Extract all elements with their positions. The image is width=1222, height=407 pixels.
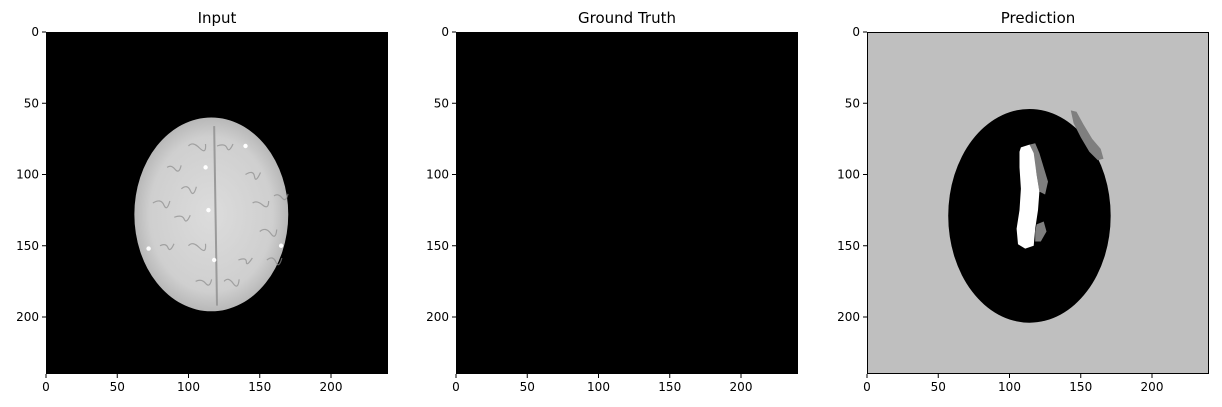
x-tick-label: 150 bbox=[1069, 380, 1092, 394]
x-tick-label: 150 bbox=[248, 380, 271, 394]
axes-frame bbox=[456, 32, 798, 374]
y-tick-label: 150 bbox=[837, 239, 860, 253]
x-tick-label: 0 bbox=[863, 380, 871, 394]
y-tick-label: 200 bbox=[16, 310, 39, 324]
y-tick-label: 200 bbox=[837, 310, 860, 324]
image-background bbox=[456, 32, 798, 374]
x-tick-label: 100 bbox=[177, 380, 200, 394]
sulcus-mark bbox=[188, 243, 207, 252]
y-tick-label: 50 bbox=[24, 96, 39, 110]
panel-title-ground-truth: Ground Truth bbox=[578, 9, 676, 27]
sulcus-mark bbox=[174, 215, 191, 222]
sulcus-mark bbox=[223, 278, 240, 287]
panel-ground-truth: Ground Truth 0 50 100 150 200 0 50 100 150 200 bbox=[426, 9, 798, 394]
sulcus-mark bbox=[152, 200, 171, 209]
image-area bbox=[867, 32, 1209, 374]
y-tick-label: 150 bbox=[426, 239, 449, 253]
brain-midline bbox=[213, 126, 218, 306]
x-tick-label: 0 bbox=[42, 380, 50, 394]
y-tick-label: 0 bbox=[852, 25, 860, 39]
x-tick-label: 50 bbox=[931, 380, 946, 394]
axes-frame bbox=[867, 32, 1209, 374]
sulcus-mark bbox=[159, 243, 175, 251]
y-tick-label: 150 bbox=[16, 239, 39, 253]
image-area bbox=[46, 32, 388, 374]
white-segment-region bbox=[1016, 144, 1040, 249]
x-tick-label: 100 bbox=[587, 380, 610, 394]
y-tick-label: 0 bbox=[31, 25, 39, 39]
sulcus-mark bbox=[238, 257, 253, 265]
vessel-spot bbox=[243, 143, 248, 149]
y-tick-label: 100 bbox=[426, 168, 449, 182]
sulcus-mark bbox=[180, 186, 197, 195]
gray-segment-region bbox=[1035, 221, 1047, 242]
y-tick-label: 100 bbox=[16, 168, 39, 182]
panel-prediction: Prediction 0 50 100 150 200 0 50 100 150 200 bbox=[837, 9, 1209, 394]
panel-title-input: Input bbox=[198, 9, 237, 27]
sulcus-mark bbox=[188, 143, 207, 152]
x-tick-label: 100 bbox=[998, 380, 1021, 394]
sulcus-mark bbox=[245, 171, 262, 180]
x-tick-label: 50 bbox=[110, 380, 125, 394]
vessel-spot bbox=[211, 257, 217, 263]
gray-segment-region bbox=[1070, 110, 1104, 161]
axes-frame bbox=[46, 32, 388, 374]
y-tick-label: 0 bbox=[441, 25, 449, 39]
panel-title-prediction: Prediction bbox=[1001, 9, 1076, 27]
sulcus-mark bbox=[266, 257, 283, 266]
vessel-spot bbox=[278, 243, 284, 248]
sulcus-mark bbox=[259, 228, 278, 237]
x-tick-label: 200 bbox=[730, 380, 753, 394]
panel-input: Input 0 50 100 150 200 0 50 100 150 200 bbox=[16, 9, 388, 394]
y-tick-label: 50 bbox=[845, 96, 860, 110]
y-tick-label: 100 bbox=[837, 168, 860, 182]
sulcus-mark bbox=[252, 200, 270, 208]
vessel-spot bbox=[206, 207, 211, 213]
vessel-spot bbox=[146, 246, 151, 251]
vessel-spot bbox=[203, 165, 208, 170]
sulcus-mark bbox=[273, 193, 289, 201]
gray-segment-region bbox=[1029, 143, 1048, 195]
y-tick-label: 50 bbox=[434, 96, 449, 110]
sulcus-mark bbox=[216, 143, 234, 151]
sulcus-mark bbox=[166, 165, 182, 172]
x-tick-label: 50 bbox=[520, 380, 535, 394]
y-tick-label: 200 bbox=[426, 310, 449, 324]
image-area bbox=[456, 32, 798, 374]
x-tick-label: 0 bbox=[452, 380, 460, 394]
brain-tissue bbox=[134, 117, 289, 312]
x-tick-label: 150 bbox=[658, 380, 681, 394]
x-tick-label: 200 bbox=[1141, 380, 1164, 394]
x-tick-label: 200 bbox=[320, 380, 343, 394]
sulcus-mark bbox=[195, 279, 213, 286]
